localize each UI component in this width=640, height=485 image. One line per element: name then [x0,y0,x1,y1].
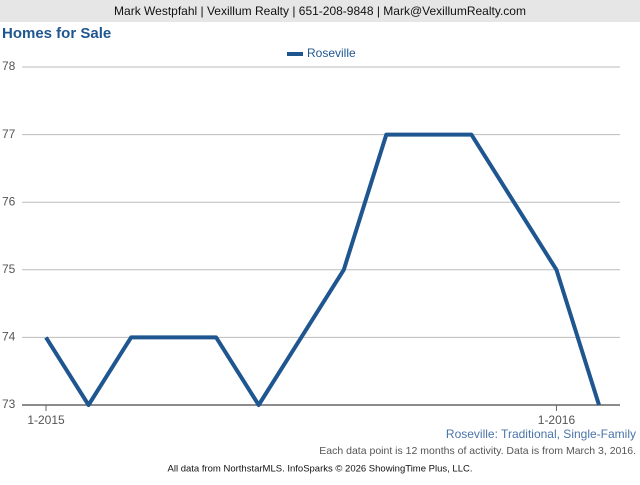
series-line [44,132,601,407]
y-tick-label: 73 [2,397,16,411]
y-tick-label: 76 [2,194,16,208]
y-tick-label: 74 [2,330,16,344]
header-bar [0,0,640,22]
chart-title: Homes for Sale [2,25,111,42]
credit: All data from NorthstarMLS. InfoSparks ©… [168,464,473,475]
legend-label: Roseville [307,46,356,60]
note: Each data point is 12 months of activity… [319,445,636,457]
x-tick-label: 1-2015 [27,413,65,427]
y-tick-label: 75 [2,262,16,276]
subtitle: Roseville: Traditional, Single-Family [446,427,636,441]
y-tick-label: 78 [2,59,16,73]
y-tick-label: 77 [2,127,16,141]
x-tick-label: 1-2016 [538,413,576,427]
header-text: Mark Westpfahl | Vexillum Realty | 651-2… [114,4,526,18]
